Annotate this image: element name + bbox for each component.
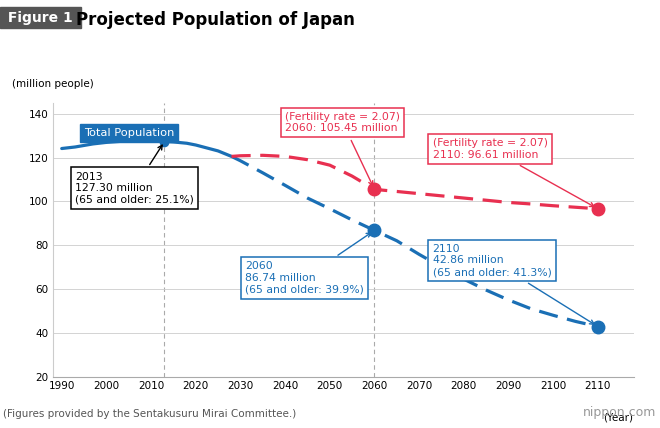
Text: (Fertility rate = 2.07)
2110: 96.61 million: (Fertility rate = 2.07) 2110: 96.61 mill… [432,138,594,207]
Text: (Figures provided by the Sentakusuru Mirai Committee.): (Figures provided by the Sentakusuru Mir… [3,410,296,419]
Text: Figure 1: Figure 1 [3,11,78,25]
Text: Total Population: Total Population [84,128,174,137]
Text: 2013
127.30 million
(65 and older: 25.1%): 2013 127.30 million (65 and older: 25.1%… [75,145,194,205]
Text: (million people): (million people) [12,79,94,89]
Text: Projected Population of Japan: Projected Population of Japan [76,11,355,29]
Text: 2060
86.74 million
(65 and older: 39.9%): 2060 86.74 million (65 and older: 39.9%) [245,233,371,294]
Text: nippon.com: nippon.com [583,407,657,419]
Text: (Year): (Year) [604,412,634,422]
Text: (Fertility rate = 2.07)
2060: 105.45 million: (Fertility rate = 2.07) 2060: 105.45 mil… [285,112,400,185]
Text: 2110
42.86 million
(65 and older: 41.3%): 2110 42.86 million (65 and older: 41.3%) [432,244,594,324]
